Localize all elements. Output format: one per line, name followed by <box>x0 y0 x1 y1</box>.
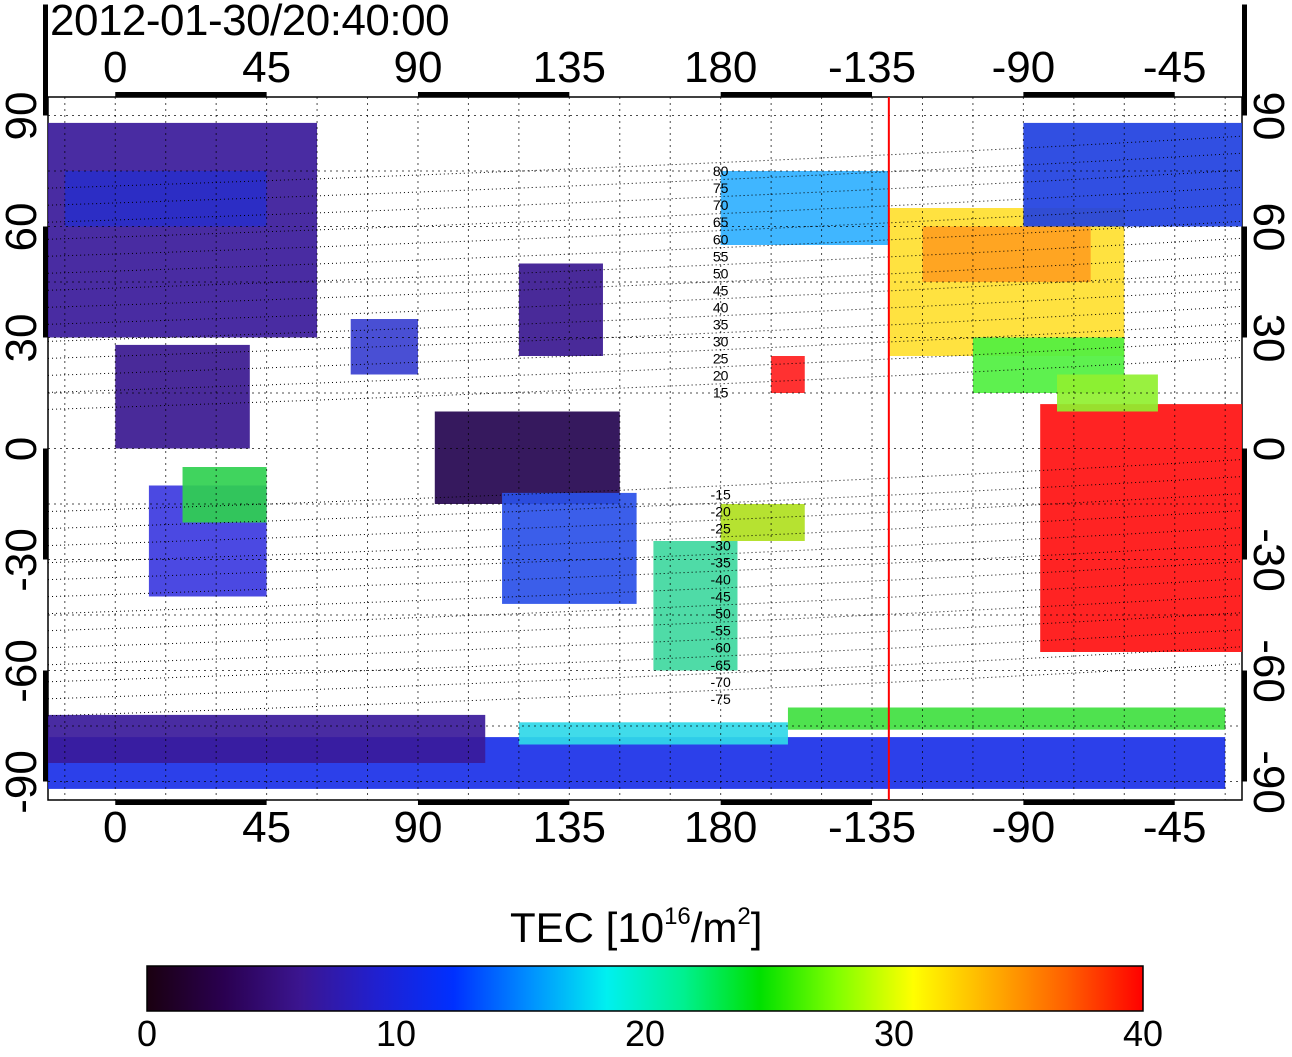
frame-bar-right <box>1242 448 1247 560</box>
contour-label: -40 <box>711 572 731 588</box>
contour-label: 70 <box>713 197 729 213</box>
bottom-longitude-label: 180 <box>683 803 758 852</box>
top-longitude-label: 135 <box>532 43 607 92</box>
colorbar-tick-label: 40 <box>1122 1013 1164 1054</box>
colorbar <box>146 965 1144 1012</box>
tec-region-pacific-yellow <box>720 504 805 541</box>
frame-bar-top <box>720 92 873 97</box>
tec-region-pacific-red <box>771 356 805 393</box>
tec-region-caribbean-green <box>1057 374 1158 412</box>
frame-bar-bottom <box>720 800 873 805</box>
contour-label: 30 <box>713 333 729 349</box>
lat-lon-grid <box>48 97 1242 800</box>
contour-label: 45 <box>713 282 729 298</box>
right-latitude-label: -60 <box>1244 638 1292 703</box>
right-latitude-label: 60 <box>1244 202 1292 251</box>
left-latitude-label: -30 <box>0 527 46 592</box>
left-latitude-label: 60 <box>0 202 46 251</box>
frame-bar-bottom <box>417 800 570 805</box>
frame-tick-bars <box>43 4 1247 805</box>
frame-bar-right <box>1242 226 1247 338</box>
contour-label: -25 <box>711 521 731 537</box>
top-longitude-label: 180 <box>683 43 758 92</box>
contour-label: 15 <box>713 384 729 400</box>
top-longitude-label: 90 <box>393 43 443 92</box>
contour-label: -15 <box>711 487 731 503</box>
left-latitude-label: -60 <box>0 638 46 703</box>
contour-label: 75 <box>713 180 729 196</box>
tec-region-n-america-west <box>720 171 889 245</box>
right-latitude-label: 30 <box>1244 313 1292 362</box>
frame-bar-bottom <box>115 800 267 805</box>
contour-label: 35 <box>713 316 729 332</box>
contour-label: 55 <box>713 248 729 264</box>
tec-region-africa-green <box>182 467 267 523</box>
left-latitude-label: 30 <box>0 313 46 362</box>
bottom-longitude-label: -45 <box>1142 803 1207 852</box>
colorbar-title: TEC [1016/m2] <box>510 903 763 951</box>
contour-label: -45 <box>711 589 731 605</box>
frame-bar-left <box>43 448 48 560</box>
contour-label: -65 <box>711 657 731 673</box>
contour-label: 65 <box>713 214 729 230</box>
right-latitude-label: 90 <box>1244 91 1292 140</box>
contour-label: 25 <box>713 350 729 366</box>
colorbar-tick-label: 10 <box>375 1013 417 1054</box>
contour-label: -50 <box>711 606 731 622</box>
top-longitude-label: -90 <box>991 43 1056 92</box>
contour-label: 80 <box>713 163 729 179</box>
frame-bar-right <box>1242 670 1247 782</box>
contour-label: -35 <box>711 555 731 571</box>
frame-bar-top <box>417 92 570 97</box>
colorbar-tick-label: 0 <box>136 1013 158 1054</box>
right-latitude-label: -30 <box>1244 527 1292 592</box>
left-latitude-label: 0 <box>0 436 46 461</box>
top-longitude-label: -45 <box>1142 43 1207 92</box>
tec-region-asia-east <box>518 263 603 356</box>
colorbar-tick-label: 30 <box>873 1013 915 1054</box>
bottom-longitude-label: -90 <box>991 803 1056 852</box>
colorbar-tick-label: 20 <box>624 1013 666 1054</box>
contour-label: 50 <box>713 265 729 281</box>
contour-label: -60 <box>711 640 731 656</box>
contour-label: -20 <box>711 504 731 520</box>
top-longitude-label: 45 <box>242 43 292 92</box>
contour-label: 20 <box>713 367 729 383</box>
contour-label: -70 <box>711 674 731 690</box>
top-longitude-label: -135 <box>827 43 917 92</box>
left-latitude-label: -90 <box>0 749 46 814</box>
right-latitude-label: 0 <box>1244 436 1292 461</box>
contour-label: -75 <box>711 691 731 707</box>
tec-region-nz-pacific <box>653 541 738 671</box>
tec-region-europe-asia-low <box>48 122 318 338</box>
right-latitude-label: -90 <box>1244 749 1292 814</box>
contour-label: -55 <box>711 623 731 639</box>
bottom-longitude-label: 45 <box>242 803 292 852</box>
bottom-longitude-label: 0 <box>103 803 128 852</box>
contour-label: -30 <box>711 538 731 554</box>
contour-label: 60 <box>713 231 729 247</box>
tec-region-greenland <box>1023 122 1242 227</box>
top-longitude-label: 0 <box>103 43 128 92</box>
tec-data-regions <box>48 122 1242 789</box>
frame-bar-right <box>1242 4 1247 116</box>
tec-region-africa-north <box>115 344 250 449</box>
frame-bar-left <box>43 226 48 338</box>
tec-region-indonesia <box>434 411 620 504</box>
frame-bar-left <box>43 670 48 782</box>
frame-bar-top <box>115 92 267 97</box>
bottom-longitude-label: 90 <box>393 803 443 852</box>
bottom-longitude-label: 135 <box>532 803 607 852</box>
frame-bar-bottom <box>1023 800 1175 805</box>
tec-region-n-america-orange <box>922 226 1091 282</box>
contour-label: 40 <box>713 299 729 315</box>
frame-bar-left <box>43 4 48 116</box>
bottom-longitude-label: -135 <box>827 803 917 852</box>
map-timestamp: 2012-01-30/20:40:00 <box>50 0 450 45</box>
tec-region-antarctic-green <box>787 707 1226 730</box>
left-latitude-label: 90 <box>0 91 46 140</box>
frame-bar-top <box>1023 92 1175 97</box>
